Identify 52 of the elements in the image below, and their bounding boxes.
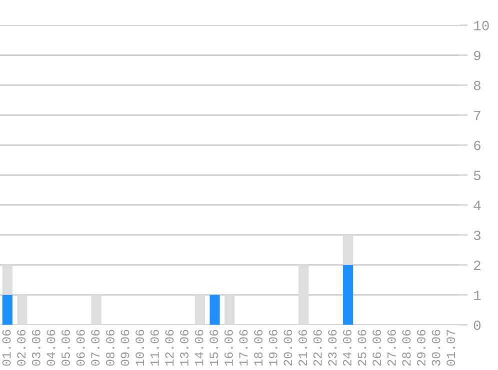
- y-tick-label: 9: [474, 50, 480, 60]
- bar: [343, 264, 354, 325]
- x-tick-label: 01.07: [446, 330, 456, 366]
- bar: [194, 294, 205, 325]
- y-tick-label: 1: [474, 290, 481, 300]
- x-tick-label: 29.06: [417, 330, 426, 366]
- x-tick-label: 19.06: [268, 330, 278, 366]
- y-tick-label: 10: [474, 20, 489, 30]
- bar: [210, 294, 220, 325]
- x-tick-label: 28.06: [402, 330, 411, 366]
- x-tick-label: 27.06: [387, 330, 396, 366]
- x-tick-label: 12.06: [165, 330, 174, 366]
- x-tick-label: 01.06: [2, 330, 11, 366]
- x-tick-label: 20.06: [284, 330, 292, 366]
- x-tick-label: 18.06: [254, 330, 263, 366]
- x-tick-label: 26.06: [372, 330, 382, 366]
- x-tick-label: 22.06: [313, 330, 322, 366]
- x-tick-label: 25.06: [358, 330, 366, 366]
- x-tick-label: 07.06: [91, 330, 100, 366]
- x-tick-label: 03.06: [32, 330, 40, 366]
- x-tick-label: 10.06: [136, 330, 144, 366]
- y-tick-label: 8: [474, 80, 480, 90]
- bar: [224, 294, 235, 325]
- x-tick-label: 14.06: [194, 330, 204, 366]
- y-tick-label: 5: [474, 170, 480, 180]
- x-tick-label: 02.06: [17, 330, 26, 366]
- bar: [2, 264, 12, 295]
- x-tick-label: 21.06: [298, 330, 307, 366]
- x-tick-label: 04.06: [46, 330, 56, 366]
- bar: [2, 294, 12, 325]
- y-tick-label: 6: [474, 140, 480, 150]
- y-tick-label: 2: [474, 260, 480, 270]
- x-tick-label: 17.06: [239, 330, 248, 366]
- x-tick-label: 16.06: [224, 330, 233, 366]
- y-tick-label: 4: [474, 200, 481, 210]
- x-tick-label: 11.06: [150, 330, 159, 366]
- x-tick-label: 06.06: [76, 330, 85, 366]
- x-tick-label: 30.06: [432, 330, 440, 366]
- bar: [17, 294, 28, 325]
- x-tick-label: 23.06: [328, 330, 337, 366]
- x-tick-label: 09.06: [120, 330, 130, 366]
- x-tick-label: 13.06: [180, 330, 188, 366]
- y-tick-label: 0: [474, 320, 481, 330]
- x-tick-label: 08.06: [106, 330, 114, 366]
- y-tick-label: 3: [474, 230, 480, 240]
- bar: [343, 234, 354, 265]
- y-tick-label: 7: [474, 110, 480, 120]
- x-tick-label: 15.06: [210, 330, 218, 366]
- bar: [91, 294, 102, 325]
- x-tick-label: 05.06: [62, 330, 70, 366]
- bar: [298, 264, 309, 325]
- x-tick-label: 24.06: [342, 330, 352, 366]
